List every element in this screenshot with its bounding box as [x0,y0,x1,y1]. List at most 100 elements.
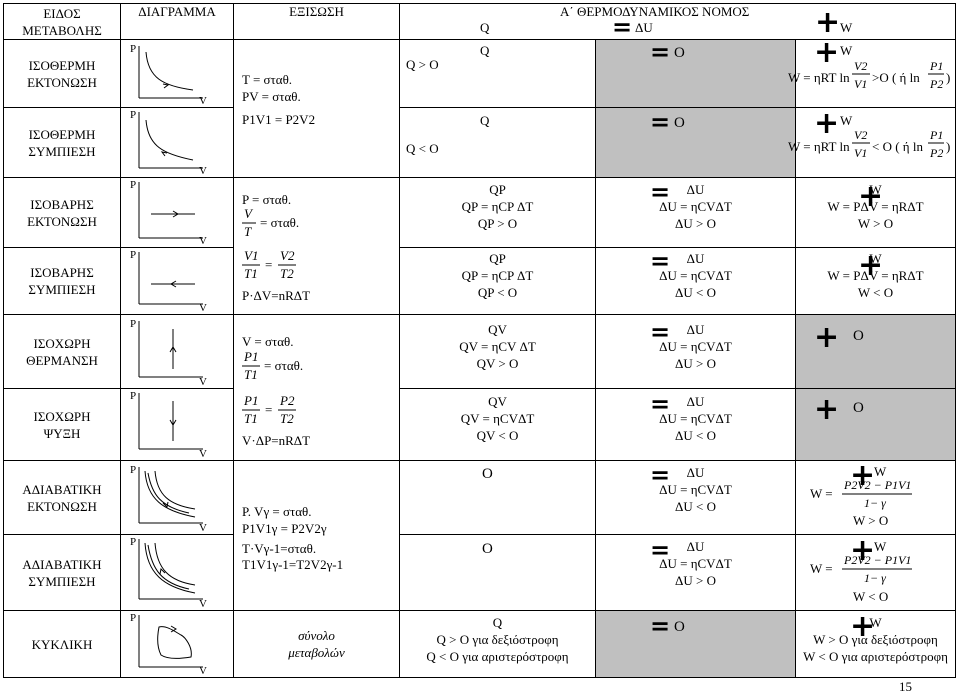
w-num: P2V2 − P1V1 [844,553,912,567]
isochoric-cool-diagram: P V [130,390,207,460]
q-line: QV [488,394,507,409]
plus-sign: + [850,533,876,568]
isotherm-reference [154,542,196,586]
type-label: ΙΣΟΧΩΡΗ ΨΥΞΗ [33,408,91,441]
eq-line: PV = σταθ. [242,89,301,104]
isotherm-reference [154,470,196,510]
eq-line: σύνολο [298,628,335,643]
diagram-cell: P V [120,534,234,611]
adiabatic-comp-diagram: P V [130,536,207,610]
diagram-cell: P V [120,177,234,248]
axis-p-label: P [130,390,136,402]
isotherm-comp-diagram: P V [130,109,207,177]
w-den: 1− γ [864,571,886,585]
q-line: QP = ηCP ΔT [461,199,534,214]
q-line: QP < O [477,285,518,300]
w-cell: + W W = P2V2 − P1V1 1− γ W < O [795,533,956,611]
w-line: W < O [857,285,894,300]
axis-v-label: V [199,95,207,107]
q-line: QP = ηCP ΔT [461,268,534,283]
type-cell: ΙΣΟΒΑΡΗΣ ΕΚΤΟΝΩΣΗ [3,177,121,248]
eq-line: μεταβολών [288,645,345,660]
isobaric-exp-diagram: P V [130,179,207,247]
p-num: P1 [930,59,944,73]
w-cell: + O [795,314,956,389]
eq-line: P. Vγ = σταθ. [242,504,312,519]
q-line: QP > O [477,216,518,231]
q-value: O [482,466,493,482]
type-label: ΑΔΙΑΒΑΤΙΚΗ ΕΚΤΟΝΩΣΗ [22,481,102,514]
eq-line: T = σταθ. [242,72,293,87]
eq-line: P1V1 = P2V2 [242,112,316,127]
minus-sign: = [650,38,671,66]
axis-p-label: P [130,179,136,191]
du-line: ΔU > O [675,216,716,231]
direction-arrow [162,501,169,509]
type-label: ΙΣΟΧΩΡΗ ΘΕΡΜΑΝΣΗ [26,335,98,368]
thermo-table: ΕΙΔΟΣ ΜΕΤΑΒΟΛΗΣ ΔΙΑΓΡΑΜΜΑ ΕΞΙΣΩΣΗ Α΄ ΘΕΡ… [3,3,956,678]
du-value: O [674,115,685,131]
q-cell: O [399,534,596,611]
direction-arrow [162,83,170,89]
row-isothermal-expansion: ΙΣΟΘΕΡΜΗ ΕΚΤΟΝΩΣΗ P V T = σταθ. PV = στα… [3,38,956,178]
type-label: ΙΣΟΘΕΡΜΗ ΣΥΜΠΙΕΣΗ [28,126,96,159]
du-line: ΔU [686,539,705,554]
w-line: W = PΔV = ηRΔT [827,199,924,214]
w-mid: >O ( ή ln [872,70,920,85]
w-value: O [853,400,864,416]
ratio-num: V2 [854,59,868,73]
q-value: Q [480,43,490,58]
cyclic-diagram: P V [130,612,207,677]
w-formula: W = ηRT ln [788,70,850,85]
header-q: Q [480,20,490,35]
plus-sign: + [858,248,884,283]
q-line: QP [489,251,506,266]
ratio-den: V1 [854,77,868,91]
w-sign: W < O [853,589,889,604]
du-cell: = O [595,107,796,178]
axis-p-label: P [130,43,136,55]
direction-arrow [170,280,177,288]
axis-v-label: V [199,665,207,677]
plus-sign: + [814,392,840,427]
q-line: QV = ηCV ΔT [459,339,536,354]
diagram-cell: P V [120,388,234,461]
header-diagram-text: ΔΙΑΓΡΑΜΜΑ [138,4,216,19]
q-line: QV [488,322,507,337]
eq-line: P·ΔV=nRΔT [242,288,311,303]
header-minus: = [612,13,633,41]
q-sign: Q > O [406,57,439,72]
q-line: Q > O για δεξιόστροφη [436,632,559,647]
w-label: W [874,464,887,479]
frac-num: P1 [244,349,259,364]
minus-sign: = [650,178,671,206]
w-cell: + O [795,388,956,461]
header-equation-text: ΕΞΙΣΩΣΗ [289,4,344,19]
minus-sign: = [650,108,671,136]
eq-line: V = σταθ. [242,334,294,349]
type-label: ΑΔΙΑΒΑΤΙΚΗ ΣΥΜΠΙΕΣΗ [22,556,102,589]
du-line: ΔU [686,251,705,266]
row-adiabatic-expansion: ΑΔΙΑΒΑΤΙΚΗ ΕΚΤΟΝΩΣΗ P V P. Vγ = σταθ. P1… [3,460,956,611]
axis-v-label: V [199,376,207,388]
du-cell: = O [595,38,796,108]
type-cell: ΑΔΙΑΒΑΤΙΚΗ ΕΚΤΟΝΩΣΗ [3,460,121,535]
diagram-cell: P V [120,39,234,108]
minus-sign: = [650,461,671,489]
du-cell: = ΔU ΔU = ηCVΔT ΔU > O [595,177,796,248]
ratio-den: V1 [854,146,868,160]
w-num: P2V2 − P1V1 [844,478,912,492]
direction-arrow [170,625,177,633]
type-label: ΙΣΟΒΑΡΗΣ ΕΚΤΟΝΩΣΗ [27,196,97,229]
row-isochoric-cooling: ΙΣΟΧΩΡΗ ΨΥΞΗ P V QV QV = ηCVΔT QV < O = … [3,388,956,461]
q-line: QV = ηCVΔT [460,411,535,426]
du-line: ΔU = ηCVΔT [659,411,732,426]
du-cell: = ΔU ΔU = ηCVΔT ΔU > O [595,534,796,611]
du-line: ΔU = ηCVΔT [659,556,732,571]
du-line: ΔU = ηCVΔT [659,482,732,497]
minus-sign: = [650,536,671,564]
isobaric-comp-diagram: P V [130,249,207,314]
eq-line: P1V1γ = P2V2γ [242,521,327,536]
w-sign: W > O [853,513,889,528]
w-cell: + W W = PΔV = ηRΔT W < O [795,247,956,315]
